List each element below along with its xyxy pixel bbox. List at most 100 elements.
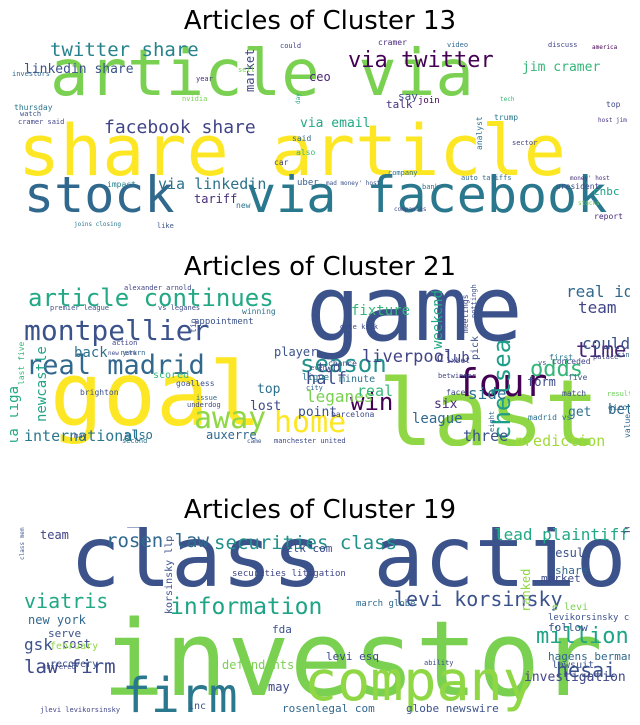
cloud-word: real: [357, 382, 393, 400]
cloud-word: three: [463, 427, 508, 445]
cloud-word: bank: [422, 183, 440, 191]
cloud-word: ceo: [309, 70, 331, 84]
cloud-word: market: [541, 572, 581, 585]
cloud-word: match: [562, 389, 586, 398]
cloud-word: march globe: [356, 599, 416, 609]
cloud-word: return: [120, 349, 145, 357]
cloud-word: via twitter: [348, 48, 494, 73]
cloud-word: montpellier: [24, 314, 209, 347]
cloud-word: serve: [48, 627, 81, 640]
cloud-word: nvidia: [182, 95, 207, 103]
cloud-word: barcelona: [331, 410, 375, 419]
cloud-word: away: [194, 401, 266, 436]
cloud-word: inc: [188, 701, 206, 712]
cloud-word: via email: [300, 116, 370, 131]
cloud-word: manchester united: [274, 437, 346, 445]
cloud-word: zlk com: [286, 542, 333, 555]
cloud-word: prediction: [515, 432, 605, 446]
cloud-word: cost: [62, 637, 91, 651]
cloud-word: could: [582, 334, 630, 353]
cloud-word: trump: [494, 113, 518, 122]
cluster-19-wordcloud: class action investor company firm rosen law…: [10, 527, 630, 719]
cloud-word: value: [623, 414, 630, 438]
cloud-word: rosenlegal com: [282, 702, 375, 715]
cloud-word: form: [527, 375, 556, 389]
cloud-word: jim cramer: [522, 60, 600, 75]
cloud-word: eight: [488, 411, 496, 432]
cloud-word: investigation: [524, 670, 626, 685]
cloud-word: host jim: [598, 117, 627, 124]
cloud-word: join: [418, 96, 440, 106]
cloud-word: jlevi levikorsinsky: [40, 706, 120, 714]
cloud-word: stock: [24, 166, 175, 224]
cloud-word: stocks: [578, 200, 600, 207]
cloud-word: ranked: [519, 569, 533, 612]
cloud-word: levikorsinsky com: [548, 613, 630, 623]
cloud-word: club: [436, 350, 470, 366]
cloud-word: top: [606, 100, 621, 109]
cloud-word: international: [24, 427, 141, 445]
cloud-word: talk: [386, 98, 413, 111]
cloud-word: result: [548, 546, 591, 560]
cloud-word: ligue: [302, 373, 329, 383]
cloud-word: share article: [18, 110, 566, 192]
cloud-word: february: [50, 641, 98, 652]
cloud-word: share: [555, 564, 588, 577]
cloud-word: say: [398, 90, 418, 103]
cloud-word: gsk: [24, 635, 53, 654]
cloud-word: hesai: [556, 658, 616, 682]
cloud-word: half: [306, 369, 347, 389]
cloud-word: action: [112, 339, 137, 347]
cloud-word: cramer: [378, 38, 407, 47]
cloud-word: levi korsinsky: [394, 587, 563, 611]
cloud-word: five: [568, 373, 587, 382]
cloud-word: chelsea: [488, 339, 516, 440]
cloud-word: like: [157, 222, 174, 230]
cloud-word: lost: [250, 399, 281, 414]
cloud-word: leganes: [306, 387, 373, 406]
cloud-word: information: [170, 594, 322, 620]
cloud-word: madrid vs: [528, 413, 572, 422]
cloud-word: rosen law: [106, 530, 210, 552]
cloud-word: 1xbet: [446, 356, 470, 365]
cloud-word: new york: [28, 613, 87, 627]
cloud-word: class member: [19, 527, 26, 560]
cloud-word: meetings: [461, 294, 470, 333]
cloud-word: first: [549, 353, 573, 362]
cloud-word: conceded: [552, 357, 591, 366]
cloud-word: last: [378, 360, 600, 446]
cloud-word: get: [568, 405, 591, 420]
cloud-word: second: [122, 437, 147, 445]
cloud-word: auto tariffs: [461, 174, 512, 182]
cloud-word: brighton: [80, 388, 119, 397]
cloud-word: day: [295, 93, 302, 104]
cloud-word: win: [350, 388, 393, 416]
cluster-21-wordcloud: game goal last montpellier article continues…: [10, 284, 630, 446]
cloud-word: last five: [17, 341, 26, 385]
cloud-word: sector: [512, 139, 537, 147]
cloud-word: time: [576, 338, 627, 362]
cloud-word: firm: [122, 668, 238, 719]
cloud-word: premier league: [50, 304, 109, 312]
cloud-word: securities litigation: [232, 569, 346, 579]
cloud-word: investors: [12, 70, 50, 78]
cloud-word: top: [257, 382, 281, 397]
cloud-word: pick: [470, 336, 481, 360]
cloud-word: car: [274, 158, 289, 167]
cloud-word: came: [247, 438, 262, 445]
cloud-word: impact: [107, 180, 136, 189]
cloud-word: viatris: [24, 589, 108, 613]
cloud-word: suffered: [42, 663, 76, 671]
cloud-word: law firm: [24, 656, 116, 678]
cloud-word: via facebook: [246, 166, 607, 224]
cloud-word: result: [607, 390, 630, 398]
cloud-word: home: [274, 405, 346, 440]
cloud-word: back: [74, 345, 108, 361]
cloud-word: recovery: [50, 659, 98, 670]
cloud-word: money' host: [570, 175, 610, 182]
cloud-word: linkedin share: [24, 62, 134, 77]
cloud-word: team: [578, 298, 617, 317]
cloud-word: defendants: [222, 658, 294, 672]
cloud-word: lead plaintiff: [494, 527, 629, 544]
